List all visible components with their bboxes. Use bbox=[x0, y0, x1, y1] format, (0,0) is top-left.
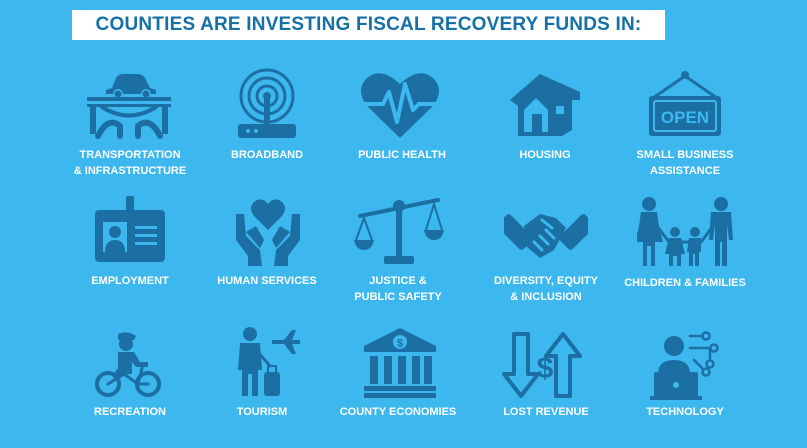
category-label: SMALL BUSINESS ASSISTANCE bbox=[610, 147, 760, 179]
category-label-line: ASSISTANCE bbox=[649, 165, 721, 177]
category-label-line: LOST REVENUE bbox=[503, 406, 589, 418]
page-title: COUNTIES ARE INVESTING FISCAL RECOVERY F… bbox=[95, 14, 642, 35]
bank-dollar-icon: $ bbox=[364, 328, 436, 398]
category-label-line: EMPLOYMENT bbox=[91, 275, 169, 287]
title-banner: COUNTIES ARE INVESTING FISCAL RECOVERY F… bbox=[72, 10, 665, 40]
open-sign-icon: OPEN bbox=[645, 70, 725, 140]
router-antenna-icon bbox=[232, 66, 302, 142]
heart-pulse-icon bbox=[361, 70, 439, 140]
category-label: TRANSPORTATION & INFRASTRUCTURE bbox=[55, 147, 205, 179]
category-label: CHILDREN & FAMILIES bbox=[610, 275, 760, 291]
laptop-user-icon bbox=[650, 330, 726, 400]
category-label: RECREATION bbox=[55, 404, 205, 420]
category-label: DIVERSITY, EQUITY & INCLUSION bbox=[471, 273, 621, 305]
category-label: HUMAN SERVICES bbox=[192, 273, 342, 289]
bridge-car-icon bbox=[84, 66, 174, 146]
category-label: JUSTICE & PUBLIC SAFETY bbox=[323, 273, 473, 305]
traveler-plane-icon bbox=[236, 326, 300, 398]
category-label-line: JUSTICE & bbox=[369, 275, 427, 287]
category-label: TECHNOLOGY bbox=[610, 404, 760, 420]
category-label: EMPLOYMENT bbox=[55, 273, 205, 289]
handshake-icon bbox=[504, 196, 588, 266]
category-label-line: TOURISM bbox=[236, 406, 288, 418]
category-label-line: & INCLUSION bbox=[510, 291, 582, 303]
category-label-line: DIVERSITY, EQUITY bbox=[494, 275, 598, 287]
id-badge-icon bbox=[93, 196, 167, 266]
category-label-line: & INFRASTRUCTURE bbox=[73, 165, 187, 177]
category-label-line: PUBLIC SAFETY bbox=[354, 291, 442, 303]
cyclist-icon bbox=[94, 330, 162, 400]
category-label: COUNTY ECONOMIES bbox=[323, 404, 473, 420]
category-label-line: BROADBAND bbox=[230, 149, 304, 161]
category-label-line: TECHNOLOGY bbox=[646, 406, 724, 418]
category-label-line: RECREATION bbox=[94, 406, 166, 418]
category-label: LOST REVENUE bbox=[471, 404, 621, 420]
category-label-line: TRANSPORTATION bbox=[79, 149, 181, 161]
category-label: TOURISM bbox=[187, 404, 337, 420]
category-label: HOUSING bbox=[470, 147, 620, 163]
category-label-line: HUMAN SERVICES bbox=[217, 275, 317, 287]
svg-text:$: $ bbox=[397, 338, 403, 350]
category-label-line: SMALL BUSINESS bbox=[636, 149, 734, 161]
category-label-line: PUBLIC HEALTH bbox=[358, 149, 446, 161]
category-label: BROADBAND bbox=[192, 147, 342, 163]
category-label-line: HOUSING bbox=[519, 149, 571, 161]
sign-text: OPEN bbox=[661, 108, 709, 127]
category-label-line: COUNTY ECONOMIES bbox=[339, 406, 457, 418]
family-icon bbox=[637, 196, 733, 268]
house-icon bbox=[506, 70, 582, 140]
category-label-line: CHILDREN & FAMILIES bbox=[624, 277, 746, 289]
hands-heart-icon bbox=[232, 196, 304, 268]
category-label: PUBLIC HEALTH bbox=[327, 147, 477, 163]
svg-text:$: $ bbox=[537, 352, 554, 385]
scales-icon bbox=[354, 196, 444, 268]
arrows-dollar-icon: $ bbox=[502, 330, 586, 400]
